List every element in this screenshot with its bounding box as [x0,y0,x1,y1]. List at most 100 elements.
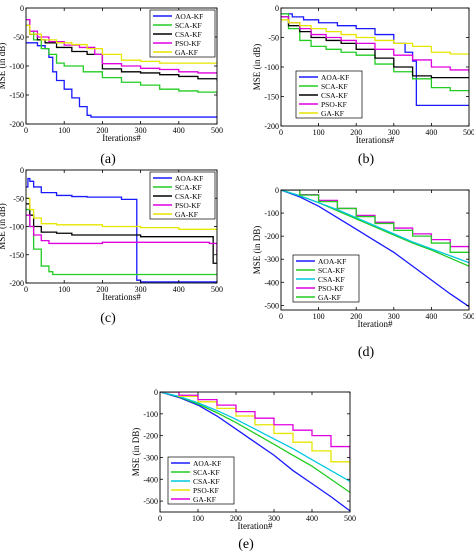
x-tick-label: 400 [173,285,185,294]
y-tick-label: -200 [9,279,24,288]
legend-label: CSA-KF [175,30,202,39]
x-tick-label: 0 [279,312,283,321]
legend-label: GA-KF [193,495,216,504]
panel-caption: (d) [358,345,375,360]
panel-caption: (c) [100,311,116,326]
y-tick-label: -500 [143,497,158,506]
x-tick-label: 100 [192,514,204,523]
panel-caption: (b) [358,152,375,167]
y-tick-label: 0 [275,186,279,195]
x-tick-label: 100 [313,128,325,137]
x-tick-label: 200 [350,312,362,321]
x-tick-label: 500 [463,312,474,321]
y-tick-label: -200 [264,232,279,241]
series-line-aoa-kf [281,190,469,308]
x-tick-label: 300 [388,312,400,321]
x-tick-label: 100 [313,312,325,321]
x-tick-label: 200 [96,285,108,294]
legend-label: SCA-KF [175,21,202,30]
x-tick-label: 500 [211,126,223,135]
x-axis-label: Iteration# [358,319,393,329]
x-axis-label: Iterations# [356,135,395,145]
x-tick-label: 0 [24,285,28,294]
plot-frame [280,189,470,311]
y-tick-label: -200 [264,122,279,131]
series-line-csa-kf [281,190,469,264]
legend-label: GA-KF [175,48,198,57]
y-tick-label: -100 [143,410,158,419]
chart-panel-3: 0 100 200 300 400 500 0 -100 -200 -300 -400 -500 Ite… [252,186,474,360]
y-tick-label: -400 [143,475,158,484]
y-tick-label: -150 [9,251,24,260]
y-axis-label: MSE (in dB) [252,44,262,91]
y-tick-label: -300 [143,453,158,462]
legend-label: PSO-KF [318,284,344,293]
y-tick-label: -50 [13,194,24,203]
chart-panel-1: 0 100 200 300 400 500 0 -50 -100 -150 -200 Iteratio… [252,4,474,167]
x-axis-label: Iterations# [102,133,141,143]
y-tick-label: -50 [268,34,279,43]
x-tick-label: 400 [173,126,185,135]
series-line-pso-kf [26,214,217,254]
plot-frame [159,391,351,513]
series-line-sca-kf [160,392,350,493]
x-tick-label: 200 [96,126,108,135]
legend-label: AOA-KF [175,174,203,183]
legend-label: CSA-KF [321,91,348,100]
series-line-pso-kf [26,18,217,74]
legend-label: PSO-KF [175,39,201,48]
y-axis-label: MSE (in dB) [0,43,7,90]
x-tick-label: 500 [344,514,356,523]
series-line-ga-kf [160,392,350,460]
panel-caption: (a) [100,152,116,167]
x-tick-label: 100 [58,285,70,294]
y-tick-label: 0 [154,388,158,397]
x-tick-label: 200 [230,514,242,523]
series-line-aoa-kf [160,392,350,512]
x-tick-label: 100 [58,126,70,135]
y-tick-label: -100 [9,62,24,71]
x-tick-label: 400 [425,128,437,137]
series-line-sca-kf [281,13,469,94]
legend-label: AOA-KF [175,12,203,21]
y-tick-label: -150 [9,91,24,100]
series-line-csa-kf [160,392,350,483]
y-tick-label: 0 [275,4,279,13]
legend-label: AOA-KF [321,73,349,82]
series-line-ga-kf [26,24,217,64]
y-tick-label: -400 [264,278,279,287]
x-tick-label: 0 [158,514,162,523]
legend-label: SCA-KF [321,82,348,91]
x-tick-label: 300 [268,514,280,523]
y-tick-label: 0 [20,4,24,13]
series-line-ga-kf [26,197,217,232]
y-tick-label: 0 [20,166,24,175]
series-line-aoa-kf [26,42,217,118]
x-tick-label: 0 [24,126,28,135]
x-axis-label: Iterations# [102,292,141,302]
series-line-aoa-kf [26,177,217,283]
x-tick-label: 300 [135,285,147,294]
x-tick-label: 500 [211,285,223,294]
legend-label: CSA-KF [175,192,202,201]
y-tick-label: -500 [264,301,279,310]
y-tick-label: -100 [264,209,279,218]
y-tick-label: -150 [264,93,279,102]
y-axis-label: MSE (in DB) [252,226,262,275]
legend-label: GA-KF [318,293,341,302]
x-tick-label: 0 [279,128,283,137]
series-line-ga-kf [281,190,469,260]
series-line-pso-kf [281,16,469,73]
y-axis-label: MSE (in dB) [0,203,7,250]
y-tick-label: -100 [264,63,279,72]
series-line-ga-kf [281,19,469,56]
y-axis-label: MSE (in DB) [131,428,141,477]
y-tick-label: -100 [9,223,24,232]
legend-label: CSA-KF [318,275,345,284]
y-tick-label: -300 [264,255,279,264]
